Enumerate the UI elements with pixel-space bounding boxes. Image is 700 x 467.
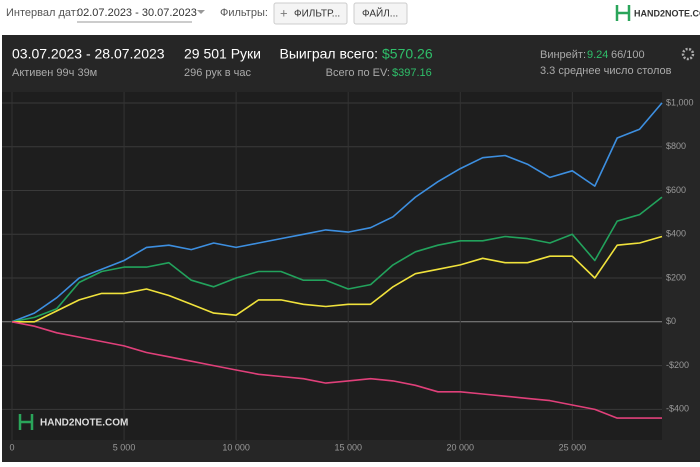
ev-value: $397.16 xyxy=(392,67,432,79)
ev-label: Всего по EV: xyxy=(326,67,390,79)
hands: 29 501 Руки xyxy=(184,46,261,62)
x-tick-label: 0 xyxy=(9,442,14,452)
filter-button[interactable] xyxy=(273,2,348,25)
hands-per-hour: 296 рук в час xyxy=(184,67,252,79)
file-button[interactable] xyxy=(353,2,408,25)
y-tick-label: -$200 xyxy=(666,360,689,370)
plus-icon: + xyxy=(280,5,288,20)
file-button-label: ФАЙЛ... xyxy=(362,7,398,20)
y-tick-label: $0 xyxy=(666,316,676,326)
x-tick-label: 25 000 xyxy=(559,442,587,452)
y-tick-label: $800 xyxy=(666,141,686,151)
series-line xyxy=(11,102,663,323)
y-tick-label: $1,000 xyxy=(666,97,694,107)
settings-icon[interactable] xyxy=(681,47,695,61)
y-tick-label: -$400 xyxy=(666,404,689,414)
top-bar xyxy=(0,0,700,32)
filter-button-label: ФИЛЬТР... xyxy=(294,9,340,20)
date-range[interactable]: 02.07.2023 - 30.07.2023 xyxy=(77,7,197,19)
x-tick-label: 20 000 xyxy=(447,442,475,452)
date-label: Интервал дат: xyxy=(6,7,79,19)
y-tick-label: $600 xyxy=(666,185,686,195)
series-line xyxy=(12,235,663,323)
period: 03.07.2023 - 28.07.2023 xyxy=(12,46,165,62)
active-time: Активен 99ч 39м xyxy=(12,67,97,79)
winrate-value: 9.24 xyxy=(587,49,608,61)
winrate-label: Винрейт: xyxy=(540,49,586,61)
watermark-icon xyxy=(18,414,34,430)
won-label: Выиграл всего: xyxy=(280,46,379,62)
plot-area xyxy=(2,92,662,440)
won-value: $570.26 xyxy=(382,46,433,62)
dropdown-arrow[interactable] xyxy=(197,10,205,14)
tables: 3.3 среднее число столов xyxy=(540,65,672,77)
x-tick-label: 10 000 xyxy=(222,442,250,452)
watermark: HAND2NOTE.COM xyxy=(40,418,128,429)
series-line xyxy=(11,196,663,323)
y-tick-label: $200 xyxy=(666,272,686,282)
y-tick-label: $400 xyxy=(666,229,686,239)
filters-label: Фильтры: xyxy=(220,7,268,19)
logo: HAND2NOTE.COM xyxy=(634,8,700,18)
x-tick-label: 15 000 xyxy=(334,442,362,452)
series-line xyxy=(11,321,662,419)
x-tick-label: 5 000 xyxy=(113,442,136,452)
logo-icon xyxy=(615,5,631,21)
winrate-unit: 66/100 xyxy=(611,49,645,61)
